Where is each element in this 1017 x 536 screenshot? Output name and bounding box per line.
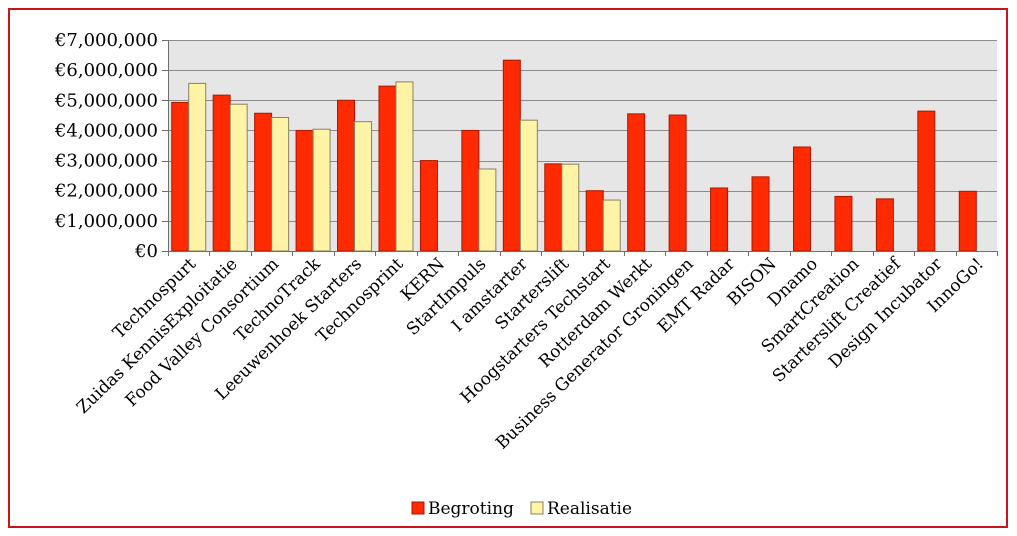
y-tick-label: €7,000,000 <box>54 30 158 51</box>
bar-begroting <box>171 101 190 252</box>
axes <box>162 40 998 256</box>
bar-realisatie <box>271 116 290 252</box>
plot-area <box>162 40 998 256</box>
bar-begroting <box>668 114 687 252</box>
bar-begroting <box>958 190 977 252</box>
bar-begroting <box>254 112 273 252</box>
legend-item: Realisatie <box>530 499 632 519</box>
bar-begroting <box>710 187 729 252</box>
bar-begroting <box>212 94 231 252</box>
bar-realisatie <box>602 199 621 252</box>
legend-item: Begroting <box>411 499 514 519</box>
bar-begroting <box>337 99 356 252</box>
bars <box>171 59 977 252</box>
y-tick-label: €4,000,000 <box>54 120 158 141</box>
bar-begroting <box>378 85 397 252</box>
bar-begroting <box>461 129 480 252</box>
y-tick-label: €1,000,000 <box>54 211 158 232</box>
bar-realisatie <box>312 128 331 252</box>
bar-begroting <box>544 163 563 252</box>
y-tick-label: €0 <box>134 241 158 262</box>
bar-realisatie <box>519 119 538 252</box>
bar-realisatie <box>478 168 497 252</box>
legend-swatch <box>530 501 544 515</box>
y-tick-label: €6,000,000 <box>54 60 158 81</box>
bar-begroting <box>875 198 894 252</box>
bar-begroting <box>627 113 646 252</box>
bar-realisatie <box>561 163 580 252</box>
bar-begroting <box>834 195 853 252</box>
bar-begroting <box>295 129 314 252</box>
y-axis-labels: €0 €1,000,000 €2,000,000 €3,000,000 €4,000,0… <box>54 30 158 262</box>
bar-realisatie <box>395 81 414 252</box>
bar-begroting <box>585 190 604 252</box>
y-tick-label: €2,000,000 <box>54 181 158 202</box>
bar-begroting <box>917 110 936 252</box>
chart-frame <box>8 8 1008 528</box>
legend: Begroting Realisatie <box>411 499 632 519</box>
bar-begroting <box>419 160 438 252</box>
y-tick-label: €3,000,000 <box>54 151 158 172</box>
bar-realisatie <box>229 103 248 252</box>
legend-label: Begroting <box>428 499 514 519</box>
y-tick-label: €5,000,000 <box>54 90 158 111</box>
bar-begroting <box>502 59 521 252</box>
bar-realisatie <box>354 121 373 252</box>
plot-background <box>168 40 997 251</box>
bar-begroting <box>751 176 770 252</box>
legend-label: Realisatie <box>547 499 632 519</box>
bar-begroting <box>792 146 811 252</box>
legend-swatch <box>411 501 425 515</box>
bar-realisatie <box>188 82 207 252</box>
